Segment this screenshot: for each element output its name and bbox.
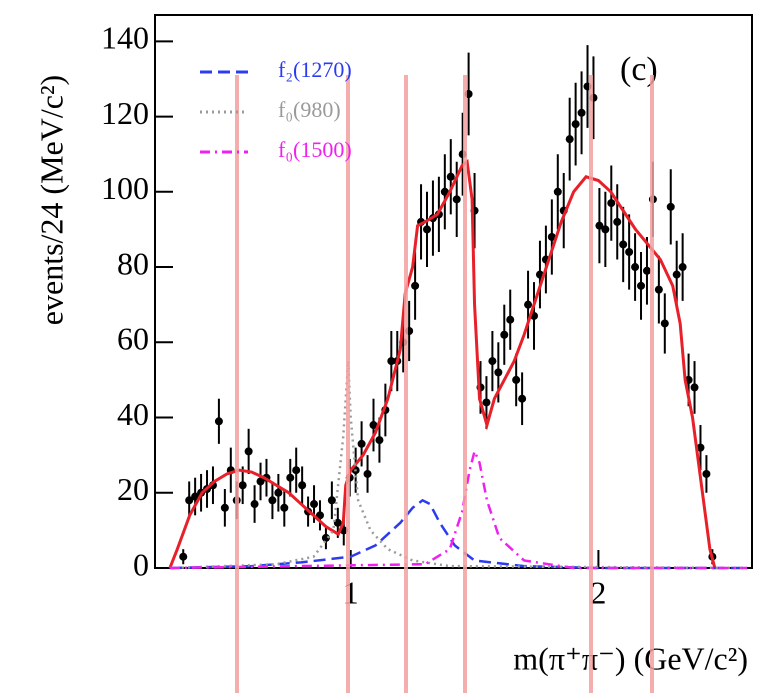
data-point	[494, 368, 503, 377]
data-point	[440, 187, 449, 196]
data-point	[613, 217, 622, 226]
plot-frame	[154, 14, 753, 569]
data-point	[256, 477, 265, 486]
data-point	[214, 417, 223, 426]
data-point	[333, 518, 342, 527]
curve	[169, 447, 748, 570]
data-point	[327, 496, 336, 505]
data-point	[357, 439, 366, 448]
data-point	[220, 503, 229, 512]
data-point	[446, 172, 455, 181]
data-point	[571, 120, 580, 129]
x-tick-label: 2	[590, 574, 606, 610]
data-point	[553, 187, 562, 196]
y-tick-label: 0	[133, 546, 149, 582]
data-point	[678, 263, 687, 272]
x-axis-label: m(π⁺π⁻) (GeV/c²)	[513, 640, 748, 676]
data-point	[625, 248, 634, 256]
data-point	[315, 511, 324, 520]
data-point	[375, 436, 384, 445]
curve	[168, 158, 717, 569]
data-point	[524, 300, 533, 309]
data-point	[565, 135, 574, 144]
data-point	[292, 466, 301, 475]
data-point	[482, 398, 491, 407]
legend-label: f₀(1500)	[278, 137, 352, 162]
data-point	[488, 357, 497, 366]
y-tick-label: 80	[117, 245, 149, 281]
y-tick-label: 140	[101, 20, 149, 56]
data-point	[286, 473, 295, 482]
legend-label: f₀(980)	[278, 97, 341, 122]
data-point	[369, 421, 378, 430]
data-point	[654, 285, 663, 294]
y-axis-label: events/24 (MeV/c²)	[33, 75, 69, 325]
data-point	[268, 496, 277, 505]
legend-label: f₂(1270)	[278, 57, 352, 82]
curve	[169, 498, 748, 570]
data-point	[363, 469, 372, 478]
data-point	[387, 357, 396, 366]
data-point	[500, 330, 509, 339]
data-point	[250, 500, 259, 509]
data-point	[690, 383, 699, 392]
data-point	[660, 319, 669, 328]
data-point	[637, 281, 646, 290]
data-point	[298, 481, 307, 490]
y-tick-label: 60	[117, 321, 149, 357]
overlay-lines	[235, 75, 654, 693]
data-point	[274, 488, 283, 497]
data-point	[619, 240, 628, 249]
data-point	[422, 225, 431, 234]
data-point	[244, 447, 253, 456]
data-point	[702, 469, 711, 478]
y-tick-label: 40	[117, 396, 149, 432]
data-point	[185, 496, 194, 505]
data-point	[518, 394, 527, 403]
data-point	[666, 202, 675, 211]
curve	[169, 361, 748, 570]
x-tick-label: 1	[343, 574, 359, 610]
data-point	[512, 375, 521, 384]
data-point	[310, 500, 319, 509]
y-tick-label: 100	[101, 170, 149, 206]
data-point	[696, 443, 705, 452]
data-point	[547, 232, 556, 241]
data-point	[607, 199, 616, 208]
data-point	[191, 492, 200, 501]
data-point	[595, 221, 604, 230]
data-point	[280, 503, 289, 512]
data-point	[411, 281, 420, 290]
data-point	[631, 263, 640, 272]
data-point	[452, 195, 461, 204]
y-tick-label: 120	[101, 95, 149, 131]
y-tick-label: 20	[117, 471, 149, 507]
data-point	[238, 481, 247, 490]
data-point	[672, 270, 681, 279]
data-point	[601, 225, 610, 234]
data-point	[642, 266, 651, 275]
data-point	[179, 552, 188, 561]
data-point	[577, 108, 586, 117]
data-point	[506, 315, 515, 324]
